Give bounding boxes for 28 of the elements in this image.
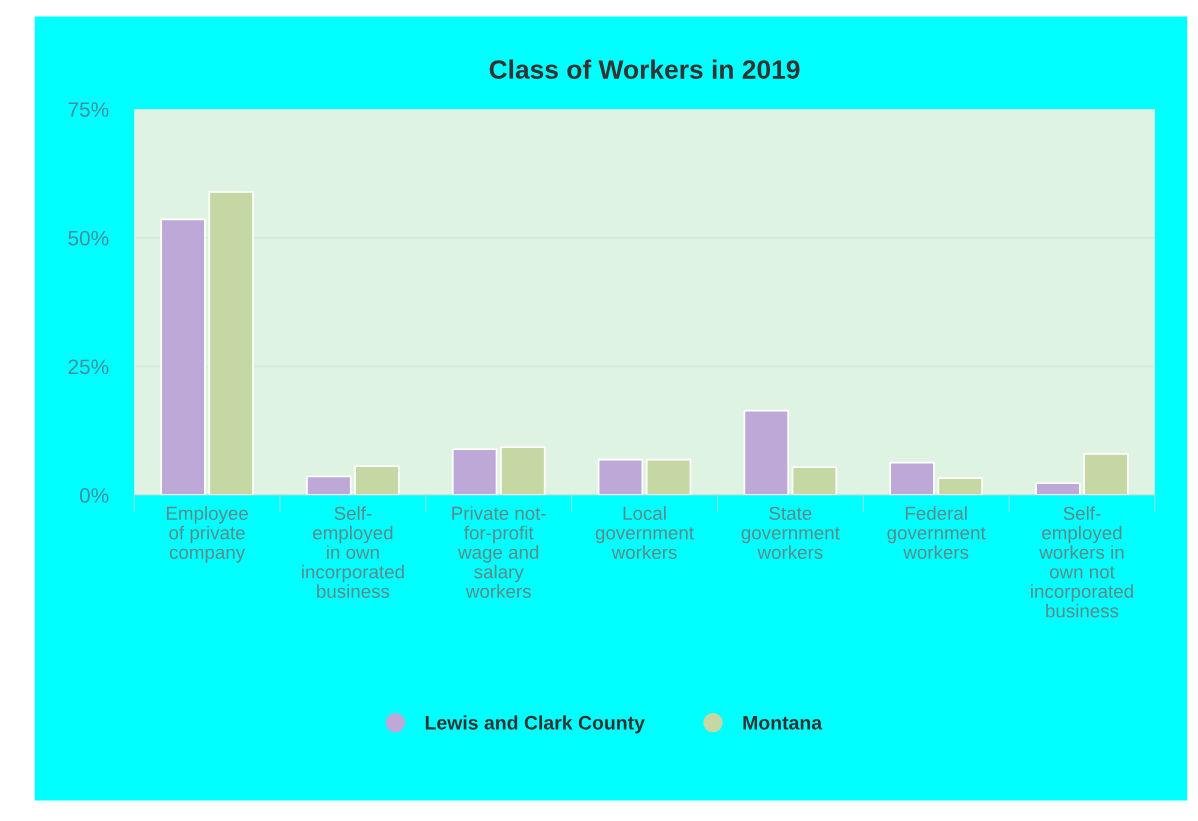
x-tick-label: Private not- for-profit wage and salary workers — [452, 506, 546, 599]
x-tick-label: Employee of private company — [166, 506, 248, 563]
bar — [451, 448, 498, 496]
bar — [1083, 453, 1129, 496]
bar — [1035, 482, 1081, 496]
y-tick-label: 25% — [68, 359, 109, 375]
bar — [889, 461, 935, 496]
y-tick-label: 50% — [68, 230, 109, 246]
y-tick-label: 0% — [79, 488, 109, 503]
x-tick-label: Local government workers — [595, 506, 694, 559]
bar — [354, 465, 400, 496]
bar — [208, 191, 254, 496]
chart-title: Class of Workers in 2019 — [489, 59, 800, 79]
x-tick-label: Self- employed in own incorporated business — [302, 506, 404, 599]
bar — [306, 475, 352, 496]
x-tick-label: Self- employed workers in own not incorporated business — [1031, 506, 1133, 618]
legend-label: Montana — [743, 716, 823, 730]
x-tick-label: State government workers — [741, 506, 840, 559]
legend-label: Lewis and Clark County — [425, 715, 645, 734]
bar — [500, 446, 546, 496]
bar — [743, 409, 789, 496]
bar — [160, 218, 206, 496]
bar — [791, 466, 838, 496]
bar — [597, 458, 644, 496]
bar — [645, 458, 692, 496]
bar — [937, 477, 983, 496]
x-tick-label: Federal government workers — [887, 506, 986, 559]
y-tick-label: 75% — [68, 102, 109, 117]
